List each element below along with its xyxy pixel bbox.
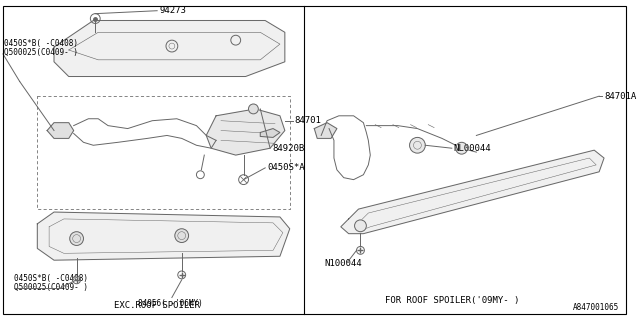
Text: N100044: N100044 (324, 259, 362, 268)
Circle shape (248, 104, 259, 114)
Polygon shape (37, 212, 290, 260)
Circle shape (456, 142, 468, 154)
Text: NL00044: NL00044 (454, 144, 492, 153)
Text: 0450S*B( -C0408): 0450S*B( -C0408) (13, 274, 88, 283)
Circle shape (175, 229, 189, 243)
Circle shape (410, 137, 426, 153)
Text: 0450S*A: 0450S*A (267, 163, 305, 172)
Polygon shape (54, 20, 285, 76)
Circle shape (70, 232, 83, 245)
Text: Q500025(C0409- ): Q500025(C0409- ) (4, 48, 78, 57)
Text: A847001065: A847001065 (573, 303, 619, 312)
Polygon shape (206, 109, 285, 155)
Circle shape (355, 220, 366, 232)
Text: 84701: 84701 (294, 116, 321, 125)
Text: 94273: 94273 (159, 6, 186, 15)
Polygon shape (314, 123, 337, 138)
Text: 84920B: 84920B (272, 144, 304, 153)
Polygon shape (47, 123, 74, 138)
Text: 84956( -'06MY): 84956( -'06MY) (138, 300, 202, 308)
Text: 84701A: 84701A (604, 92, 636, 101)
Text: EXC.ROOF SPOILER: EXC.ROOF SPOILER (114, 301, 200, 310)
Text: Q500025(C0409- ): Q500025(C0409- ) (13, 283, 88, 292)
Polygon shape (260, 129, 280, 137)
Text: 0450S*B( -C0408): 0450S*B( -C0408) (4, 39, 78, 48)
Text: FOR ROOF SPOILER('09MY- ): FOR ROOF SPOILER('09MY- ) (385, 296, 519, 305)
Polygon shape (341, 150, 604, 234)
